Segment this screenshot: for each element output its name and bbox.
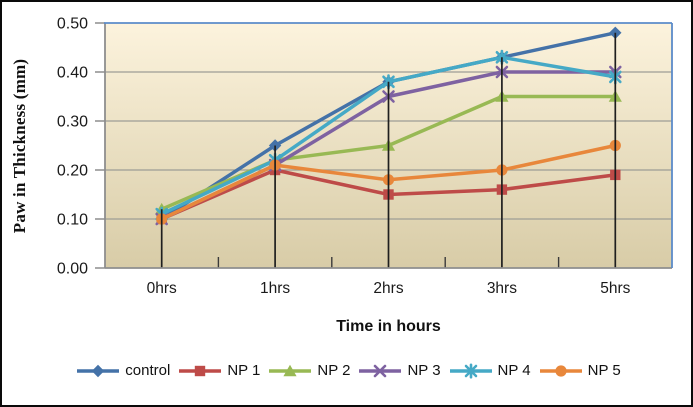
svg-text:0.10: 0.10 [57,212,88,229]
y-axis-ticks [95,22,105,269]
svg-text:3hrs: 3hrs [487,280,517,297]
legend-item-np-4: NP 4 [449,362,531,379]
drop-lines [160,32,617,268]
x-axis-title: Time in hours [336,318,441,335]
svg-text:0.20: 0.20 [57,163,88,180]
svg-text:1hrs: 1hrs [260,280,290,297]
square-marker-icon [179,365,222,376]
svg-text:0.50: 0.50 [57,16,88,33]
circle-marker-icon [539,364,582,377]
star-marker-icon [449,363,492,378]
svg-text:0.00: 0.00 [57,261,88,278]
svg-text:0.40: 0.40 [57,65,88,82]
diamond-marker-icon [77,364,120,377]
svg-text:0.30: 0.30 [57,114,88,131]
svg-text:0hrs: 0hrs [147,280,177,297]
legend-item-np-2: NP 2 [268,362,350,379]
legend-label: NP 2 [317,362,351,379]
x-marker-icon [359,364,402,377]
legend-item-np-5: NP 5 [539,362,621,379]
plot-border [104,22,673,269]
x-tick-labels: 0hrs 1hrs 2hrs 3hrs 5hrs [147,280,631,297]
x-axis-ticks [217,257,560,268]
legend-label: NP 5 [587,362,621,379]
legend-item-control: control [76,362,170,379]
legend-label: NP 3 [407,362,441,379]
legend: control NP 1 NP 2 NP 3 NP 4 NP 5 [2,362,691,379]
svg-text:5hrs: 5hrs [600,280,630,297]
legend-item-np-3: NP 3 [358,362,441,379]
legend-item-np-1: NP 1 [178,362,260,379]
legend-label: control [125,362,171,379]
y-tick-labels: 0.00 0.10 0.20 0.30 0.40 0.50 [57,16,88,278]
triangle-marker-icon [269,364,312,376]
legend-label: NP 4 [497,362,531,379]
svg-text:2hrs: 2hrs [373,280,403,297]
legend-label: NP 1 [227,362,261,379]
plot-area: 0.00 0.10 0.20 0.30 0.40 0.50 0hrs 1hrs 2hrs 3hrs… [57,16,673,297]
